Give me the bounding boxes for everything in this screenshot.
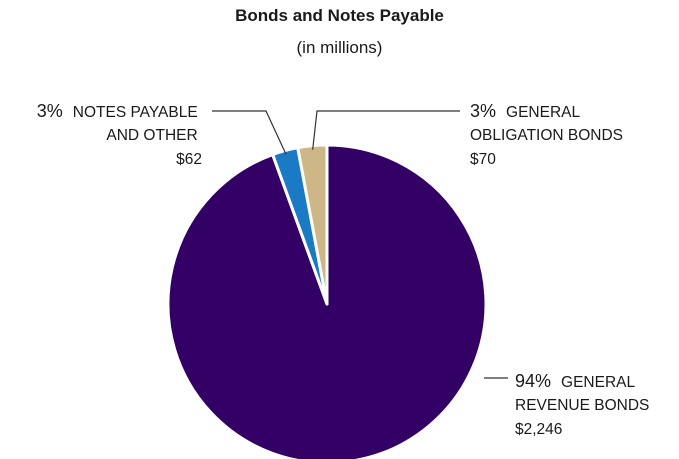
- label-notes-payable-line2: AND OTHER: [106, 127, 197, 144]
- label-general-obligation: 3% GENERAL OBLIGATION BONDS $70: [470, 101, 627, 168]
- label-general-revenue-line2: REVENUE BONDS: [515, 397, 649, 414]
- value-notes-payable: $62: [176, 151, 202, 168]
- chart-title: Bonds and Notes Payable: [235, 6, 444, 25]
- label-notes-payable: 3% NOTES PAYABLE AND OTHER $62: [37, 101, 202, 168]
- percent-general-obligation: 3%: [470, 101, 496, 121]
- label-general-obligation-line1: 3% GENERAL: [470, 101, 580, 121]
- label-general-obligation-line2: OBLIGATION BONDS: [470, 127, 623, 144]
- leader-line-general-obligation: [312, 110, 460, 150]
- chart-subtitle: (in millions): [296, 38, 383, 57]
- label-general-revenue: 94% GENERAL REVENUE BONDS $2,246: [515, 371, 654, 438]
- value-general-revenue: $2,246: [515, 421, 562, 438]
- percent-general-revenue: 94%: [515, 371, 551, 391]
- label-notes-payable-line1: 3% NOTES PAYABLE: [37, 101, 198, 121]
- value-general-obligation: $70: [470, 151, 496, 168]
- label-general-revenue-line1: 94% GENERAL: [515, 371, 635, 391]
- slice-general-obligation: [296, 143, 329, 306]
- percent-notes-payable: 3%: [37, 101, 63, 121]
- leader-line-notes-payable: [212, 110, 287, 155]
